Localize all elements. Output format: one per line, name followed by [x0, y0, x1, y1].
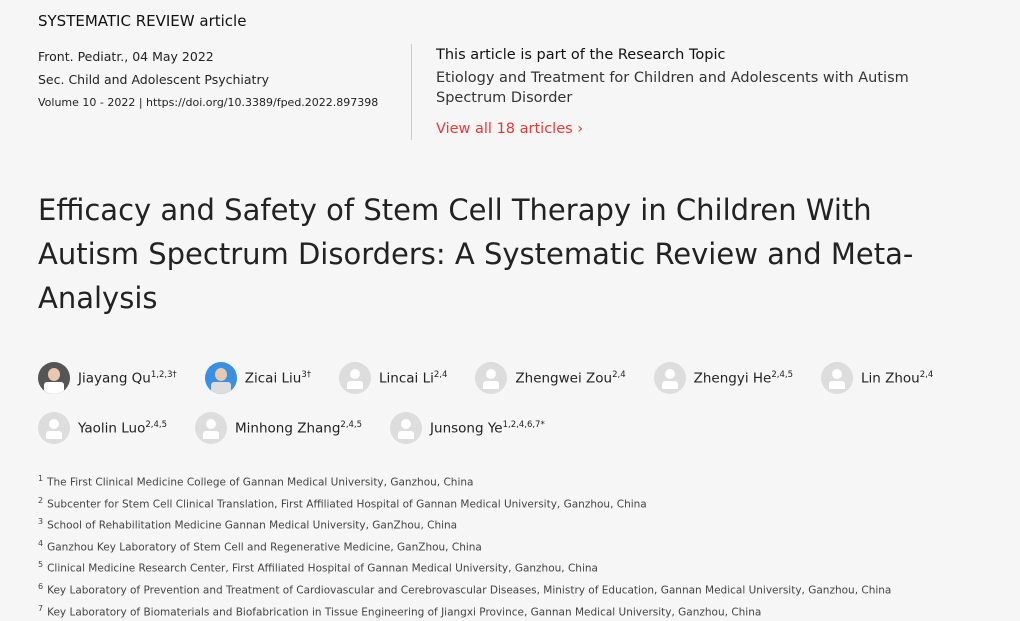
research-topic-name[interactable]: Etiology and Treatment for Children and …	[436, 70, 909, 106]
affiliation-number: 2	[38, 495, 44, 505]
affiliation-text: Clinical Medicine Research Center, First…	[47, 562, 598, 575]
author-name: Junsong Ye1,2,4,6,7*	[430, 420, 545, 437]
author-affiliation-sup: 2,4	[612, 369, 626, 380]
author-affiliation-sup: 1,2,4,6,7*	[502, 419, 545, 430]
affiliation-item: 4 Ganzhou Key Laboratory of Stem Cell and…	[38, 535, 891, 557]
affiliation-text: School of Rehabilitation Medicine Gannan…	[47, 519, 458, 532]
affiliation-item: 3 School of Rehabilitation Medicine Ganna…	[38, 513, 891, 535]
affiliation-item: 6 Key Laboratory of Prevention and Treatm…	[38, 578, 891, 600]
author-affiliation-sup: 3†	[301, 369, 312, 380]
author-name-text: Minhong Zhang	[235, 420, 341, 437]
author-name: Minhong Zhang2,4,5	[235, 420, 362, 437]
affiliation-text: The First Clinical Medicine College of G…	[47, 476, 474, 489]
author-list: Jiayang Qu1,2,3† Zicai Liu3† Lincai Li2,4 Z…	[38, 362, 978, 444]
journal-date: Front. Pediatr., 04 May 2022	[38, 49, 214, 64]
author-name-text: Lin Zhou	[861, 370, 920, 387]
affiliation-item: 2 Subcenter for Stem Cell Clinical Transl…	[38, 492, 891, 514]
author-name: Yaolin Luo2,4,5	[78, 420, 167, 437]
affiliation-number: 4	[38, 538, 44, 548]
chevron-right-icon: ›	[577, 121, 584, 137]
affiliation-number: 5	[38, 560, 44, 570]
user-placeholder-icon	[195, 412, 228, 444]
author-name: Zhengyi He2,4,5	[694, 370, 793, 387]
author-item[interactable]: Junsong Ye1,2,4,6,7*	[390, 412, 545, 444]
affiliation-item: 1 The First Clinical Medicine College of …	[38, 470, 891, 492]
article-type: SYSTEMATIC REVIEW article	[38, 12, 247, 30]
affiliations-list: 1 The First Clinical Medicine College of …	[38, 470, 891, 621]
view-all-articles-link[interactable]: View all 18 articles ›	[436, 119, 583, 139]
affiliation-number: 1	[38, 474, 44, 483]
user-placeholder-icon	[38, 412, 70, 444]
divider	[411, 44, 412, 140]
affiliation-text: Key Laboratory of Prevention and Treatme…	[47, 584, 892, 597]
author-item[interactable]: Minhong Zhang2,4,5	[195, 412, 362, 444]
author-name-text: Zhengyi He	[693, 370, 772, 387]
author-name: Lin Zhou2,4	[861, 370, 933, 387]
author-name: Lincai Li2,4	[379, 370, 447, 387]
affiliation-number: 3	[38, 517, 44, 527]
author-name-text: Junsong Ye	[430, 420, 503, 437]
author-affiliation-sup: 1,2,3†	[150, 369, 177, 380]
author-name-text: Zhengwei Zou	[515, 370, 613, 387]
user-placeholder-icon	[339, 362, 372, 394]
author-item[interactable]: Jiayang Qu1,2,3†	[38, 362, 177, 394]
affiliation-number: 6	[38, 581, 44, 591]
author-photo	[204, 362, 237, 394]
author-name-text: Yaolin Luo	[78, 420, 146, 437]
author-item[interactable]: Yaolin Luo2,4,5	[38, 412, 167, 444]
author-name-text: Jiayang Qu	[78, 370, 151, 387]
article-title: Efficacy and Safety of Stem Cell Therapy…	[38, 193, 914, 315]
user-placeholder-icon	[475, 362, 508, 394]
user-placeholder-icon	[653, 362, 686, 394]
affiliation-number: 7	[38, 603, 44, 613]
author-item[interactable]: Zhengyi He2,4,5	[653, 362, 793, 394]
author-item[interactable]: Zicai Liu3†	[204, 362, 311, 394]
author-name: Zicai Liu3†	[245, 370, 311, 387]
volume-doi[interactable]: Volume 10 - 2022 | https://doi.org/10.33…	[38, 96, 379, 109]
affiliation-text: Ganzhou Key Laboratory of Stem Cell and …	[47, 541, 482, 554]
user-placeholder-icon	[390, 412, 423, 444]
view-all-label: View all 18 articles	[436, 121, 573, 137]
author-item[interactable]: Zhengwei Zou2,4	[475, 362, 626, 394]
affiliation-text: Subcenter for Stem Cell Clinical Transla…	[47, 498, 647, 511]
author-name-text: Lincai Li	[379, 370, 434, 387]
author-affiliation-sup: 2,4	[919, 369, 934, 380]
research-topic: This article is part of the Research Top…	[436, 45, 956, 139]
author-affiliation-sup: 2,4,5	[145, 419, 168, 430]
user-placeholder-icon	[821, 362, 853, 394]
research-topic-heading: This article is part of the Research Top…	[436, 47, 726, 63]
author-affiliation-sup: 2,4,5	[340, 419, 363, 430]
affiliation-item: 7 Key Laboratory of Biomaterials and Biof…	[38, 600, 891, 621]
author-item[interactable]: Lincai Li2,4	[339, 362, 447, 394]
author-affiliation-sup: 2,4	[433, 369, 448, 380]
author-name: Zhengwei Zou2,4	[515, 370, 625, 387]
article-meta: Front. Pediatr., 04 May 2022 Sec. Child …	[38, 45, 378, 114]
section-link[interactable]: Sec. Child and Adolescent Psychiatry	[38, 72, 269, 87]
author-item[interactable]: Lin Zhou2,4	[821, 362, 933, 394]
author-name-text: Zicai Liu	[244, 370, 302, 387]
author-photo	[38, 362, 70, 394]
affiliation-item: 5 Clinical Medicine Research Center, Firs…	[38, 556, 891, 578]
author-affiliation-sup: 2,4,5	[771, 369, 793, 380]
affiliation-text: Key Laboratory of Biomaterials and Biofa…	[47, 606, 762, 619]
author-name: Jiayang Qu1,2,3†	[78, 370, 177, 387]
